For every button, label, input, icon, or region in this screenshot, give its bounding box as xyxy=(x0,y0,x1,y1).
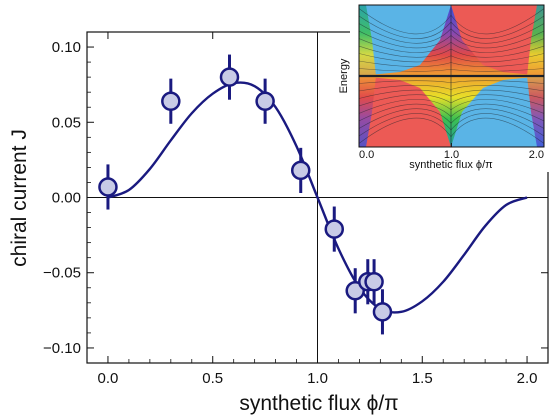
data-point-marker xyxy=(372,302,393,322)
inset-x-tick-label: 0.0 xyxy=(359,149,374,161)
inset-x-tick-label: 2.0 xyxy=(529,149,544,161)
inset-band-line xyxy=(359,53,452,63)
y-tick-label: 0.00 xyxy=(52,190,81,207)
inset-band-line xyxy=(359,108,452,129)
inset-band-line xyxy=(359,99,452,114)
x-axis-label: synthetic flux ϕ/π xyxy=(239,392,398,415)
data-point-marker xyxy=(324,219,345,239)
inset-band-line xyxy=(359,103,452,122)
data-point xyxy=(372,289,393,335)
x-tick-label: 1.5 xyxy=(412,370,433,387)
x-tick-label: 2.0 xyxy=(517,370,538,387)
data-point xyxy=(364,259,384,305)
data-points-layer xyxy=(98,54,393,335)
inset-x-axis-label: synthetic flux ϕ/π xyxy=(409,159,493,171)
inset-x-tick-label: 1.0 xyxy=(444,149,459,161)
inset-band-line xyxy=(450,99,544,114)
data-point xyxy=(290,147,311,193)
data-point xyxy=(219,54,240,100)
inset-band-line xyxy=(450,23,544,44)
data-point xyxy=(255,78,275,124)
data-point xyxy=(98,164,118,210)
inset-band-line xyxy=(359,8,452,35)
inset-band-line xyxy=(359,113,452,137)
inset-band-line xyxy=(450,94,544,107)
y-axis-ticks: −0.10 −0.05 0.00 0.05 0.10 xyxy=(43,39,548,357)
inset-band-line xyxy=(359,94,452,107)
inset-band-line xyxy=(359,85,452,92)
theory-curve-layer xyxy=(107,81,528,314)
inset-band-line xyxy=(450,89,544,99)
data-point-marker xyxy=(219,67,240,87)
inset-y-axis-label: Energy xyxy=(338,58,350,93)
x-tick-label: 0.5 xyxy=(202,370,223,387)
inset-band-line xyxy=(450,117,544,144)
x-tick-label: 1.0 xyxy=(307,370,328,387)
inset-band-line xyxy=(359,30,452,49)
inset-band-line xyxy=(450,108,544,129)
y-tick-label: 0.05 xyxy=(52,114,81,131)
inset-spectrum: 0.0 1.0 2.0 Energy synthetic flux ϕ/π xyxy=(338,2,551,172)
theory-curve xyxy=(107,81,528,314)
inset-x-ticks: 0.0 1.0 2.0 xyxy=(358,143,545,161)
inset-band-line xyxy=(450,15,544,39)
inset-band-line xyxy=(450,80,544,84)
data-point-marker xyxy=(161,91,181,111)
inset-band-line xyxy=(359,80,452,84)
inset-band-line xyxy=(359,68,452,72)
inset-band-line xyxy=(359,60,452,67)
x-tick-label: 0.0 xyxy=(98,370,119,387)
data-point-marker xyxy=(255,91,275,111)
inset-band-line xyxy=(450,38,544,53)
data-point-marker xyxy=(364,272,384,292)
inset-band-line xyxy=(450,45,544,58)
inset-band-line xyxy=(450,30,544,49)
y-axis-label: chiral current J xyxy=(8,129,31,267)
inset-band-line xyxy=(359,15,452,39)
data-point xyxy=(324,206,345,252)
inset-band-lines xyxy=(359,5,544,147)
inset-band-line xyxy=(450,85,544,92)
y-tick-label: −0.10 xyxy=(43,340,81,357)
data-point-marker xyxy=(290,160,311,181)
x-axis-ticks: 0.0 0.5 1.0 1.5 2.0 xyxy=(98,32,538,387)
inset-band-line xyxy=(450,53,544,63)
y-tick-label: −0.05 xyxy=(43,265,81,282)
inset-band-line xyxy=(359,38,452,53)
inset-band-line xyxy=(359,23,452,44)
inset-band-line xyxy=(359,45,452,58)
inset-band-line xyxy=(450,68,544,72)
inset-band-line xyxy=(450,60,544,67)
inset-band-line xyxy=(359,89,452,99)
y-tick-label: 0.10 xyxy=(52,39,81,56)
data-point xyxy=(161,78,181,124)
inset-band-line xyxy=(450,8,544,35)
data-point-marker xyxy=(98,177,118,197)
inset-band-line xyxy=(359,117,452,144)
inset-band-line xyxy=(450,113,544,137)
inset-band-line xyxy=(450,103,544,122)
